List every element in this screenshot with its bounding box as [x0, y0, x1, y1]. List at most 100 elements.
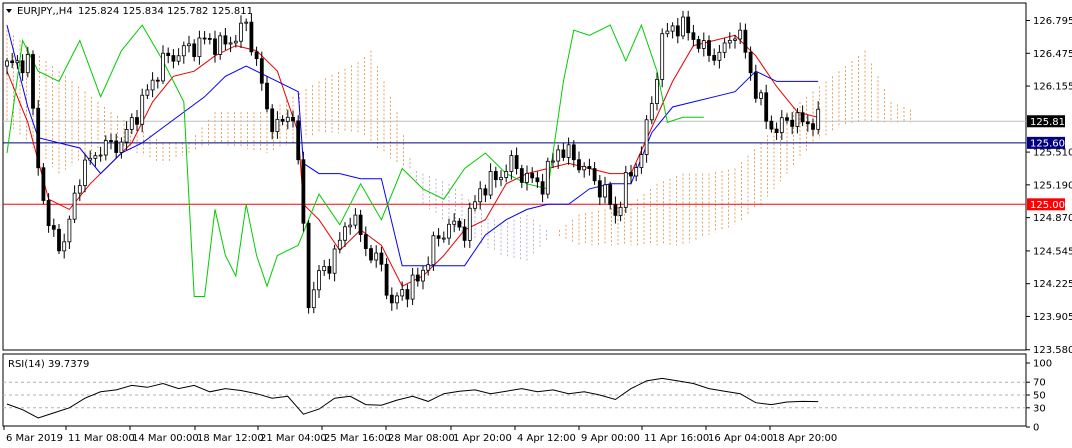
candle-body: [462, 226, 467, 241]
candle-body: [57, 228, 61, 252]
candle-body: [197, 37, 202, 57]
rsi-line: [6, 377, 819, 419]
candle-body: [20, 60, 25, 74]
candle-body: [88, 157, 93, 161]
candle-body: [426, 264, 431, 271]
candle-body: [634, 167, 639, 177]
candle-body: [509, 155, 514, 172]
dropdown-arrow-icon[interactable]: [6, 9, 12, 13]
candle-body: [618, 206, 623, 216]
candle-body: [296, 120, 301, 161]
price-tick-label: 125.190: [1033, 180, 1072, 191]
price-tick-label: 126.795: [1033, 16, 1072, 27]
candle-body: [457, 220, 462, 228]
candle-body: [436, 235, 441, 239]
symbol-label: EURJPY,,H4: [17, 6, 73, 17]
candle-body: [181, 45, 186, 57]
candle-body: [488, 171, 493, 196]
candle-body: [701, 40, 706, 49]
candle-body: [785, 117, 789, 121]
time-tick-label: 25 Mar 16:00: [324, 433, 391, 444]
candle-body: [145, 89, 150, 96]
candle-body: [291, 116, 295, 122]
price-tag-label: 125.000: [1030, 200, 1071, 211]
candle-body: [155, 79, 160, 82]
candle-body: [722, 42, 727, 53]
candle-body: [311, 289, 316, 309]
candle-body: [374, 252, 379, 261]
candle-body: [561, 149, 566, 158]
price-tick-label: 126.475: [1033, 49, 1072, 60]
candle-body: [530, 172, 535, 179]
candle-body: [816, 108, 821, 130]
time-tick-label: 9 Apr 00:00: [581, 433, 640, 444]
candle-body: [665, 30, 670, 35]
rsi-tick-label: 100: [1033, 359, 1052, 370]
candle-body: [124, 128, 129, 143]
time-tick-label: 18 Mar 12:00: [197, 433, 264, 444]
candle-body: [592, 168, 597, 182]
candle-body: [218, 35, 223, 55]
rsi-panel: [3, 377, 1026, 419]
level-125000-tag: [1027, 198, 1065, 211]
candle-body: [733, 38, 737, 41]
candle-body: [582, 166, 587, 171]
candle-body: [228, 42, 233, 45]
candle-body: [499, 177, 503, 181]
candle-body: [358, 214, 363, 236]
rsi-tick-label: 0: [1033, 423, 1039, 434]
candle-body: [779, 117, 784, 133]
candle-body: [535, 177, 540, 183]
candle-body: [83, 159, 87, 186]
candle-body: [431, 235, 436, 266]
candle-body: [384, 263, 389, 296]
candle-body: [603, 184, 607, 198]
candle-body: [400, 289, 405, 297]
price-axis: 126.795 126.475 126.155 125.811 125.600125.5…: [1026, 16, 1072, 356]
candle-body: [98, 154, 103, 157]
candle-body: [332, 248, 337, 274]
candle-body: [213, 38, 217, 55]
candle-body: [192, 43, 197, 57]
candle-body: [629, 172, 633, 177]
time-tick-label: 16 Apr 04:00: [708, 433, 773, 444]
candle-body: [748, 51, 753, 74]
candle-body: [280, 118, 285, 122]
candle-body: [774, 128, 779, 133]
candle-body: [597, 180, 602, 198]
candle-body: [239, 22, 243, 42]
candle-body: [244, 21, 249, 24]
candle-body: [285, 116, 290, 122]
candle-body: [795, 112, 800, 127]
candle-body: [109, 140, 113, 142]
level-125600-tag: [1027, 136, 1065, 149]
candle-body: [317, 270, 321, 291]
candle-body: [811, 123, 815, 130]
indicator-lines: [6, 23, 819, 297]
time-tick-label: 11 Apr 16:00: [644, 433, 709, 444]
candle-body: [556, 149, 561, 162]
candle-body: [51, 225, 56, 230]
time-tick-label: 6 Mar 2019: [6, 433, 63, 444]
candle-body: [743, 29, 748, 53]
candle-body: [717, 51, 722, 61]
price-tick-label: 124.545: [1033, 246, 1072, 257]
chikou-line: [6, 23, 704, 297]
candle-body: [514, 155, 519, 169]
candle-body: [649, 103, 654, 121]
candle-body: [41, 167, 46, 201]
candle-body: [644, 119, 649, 155]
candle-body: [525, 172, 529, 183]
candle-body: [577, 159, 581, 171]
candle-body: [764, 92, 769, 122]
candle-body: [473, 201, 477, 209]
time-tick-label: 14 Mar 00:00: [132, 433, 199, 444]
candle-body: [405, 289, 410, 300]
candle-body: [129, 117, 134, 130]
candle-body: [207, 38, 212, 40]
candle-body: [608, 184, 613, 205]
candle-body: [25, 54, 30, 74]
price-tick-label: 126.155: [1033, 82, 1072, 93]
time-tick-label: 21 Mar 04:00: [260, 433, 327, 444]
